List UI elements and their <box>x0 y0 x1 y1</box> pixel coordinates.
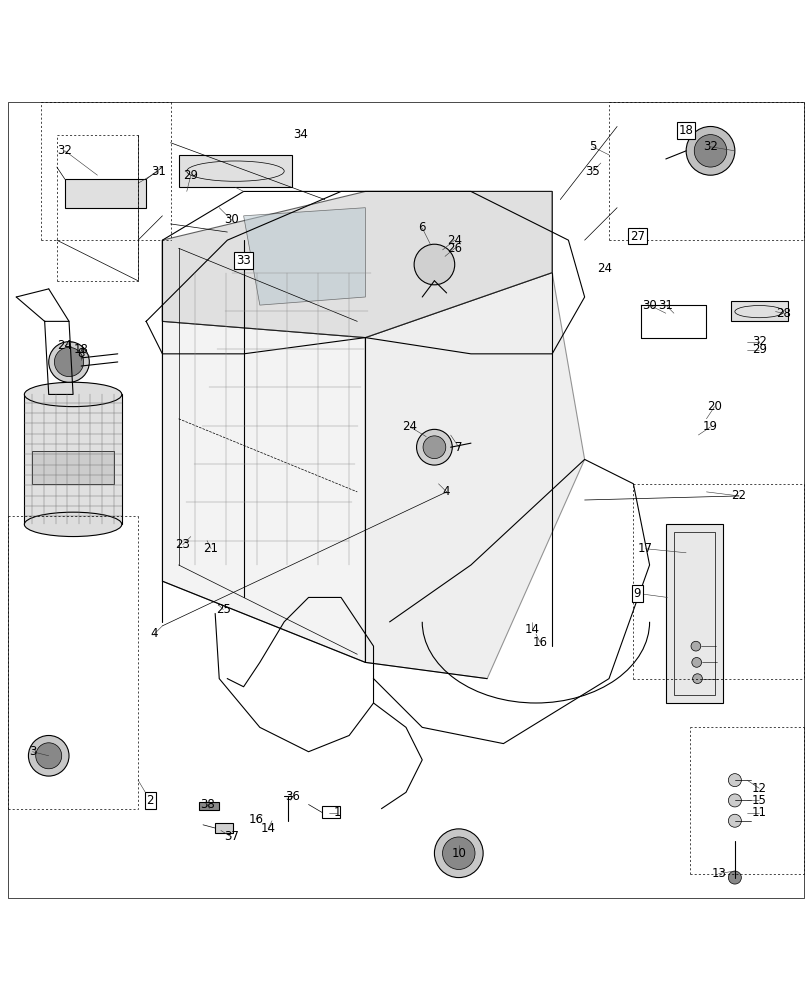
Text: 7: 7 <box>454 441 462 454</box>
Text: 30: 30 <box>642 299 656 312</box>
Circle shape <box>727 814 740 827</box>
Text: 1: 1 <box>333 806 341 819</box>
Bar <box>322 806 340 818</box>
Circle shape <box>442 837 474 869</box>
Text: 17: 17 <box>637 542 652 555</box>
Circle shape <box>434 829 483 878</box>
Text: 29: 29 <box>183 169 198 182</box>
Text: 23: 23 <box>175 538 190 551</box>
Text: 24: 24 <box>402 420 417 433</box>
Bar <box>730 301 787 321</box>
Circle shape <box>690 641 700 651</box>
Circle shape <box>727 774 740 787</box>
Text: 5: 5 <box>588 140 596 153</box>
Bar <box>215 823 233 833</box>
Text: 22: 22 <box>731 489 745 502</box>
Text: 18: 18 <box>678 124 693 137</box>
Text: 25: 25 <box>216 603 230 616</box>
Text: 16: 16 <box>532 636 547 649</box>
Bar <box>673 532 714 695</box>
Circle shape <box>28 735 69 776</box>
Text: 24: 24 <box>447 234 461 247</box>
Text: 3: 3 <box>28 745 36 758</box>
Text: 38: 38 <box>200 798 214 811</box>
Ellipse shape <box>24 512 122 537</box>
Text: 31: 31 <box>658 299 672 312</box>
Text: 32: 32 <box>751 335 766 348</box>
Text: 14: 14 <box>524 623 539 636</box>
Text: 27: 27 <box>629 230 644 243</box>
Text: 10: 10 <box>451 847 466 860</box>
Circle shape <box>691 658 701 667</box>
Text: 35: 35 <box>585 165 599 178</box>
Text: 24: 24 <box>58 339 72 352</box>
Text: 20: 20 <box>706 400 721 413</box>
Text: 34: 34 <box>293 128 307 141</box>
Text: 12: 12 <box>751 782 766 795</box>
Circle shape <box>692 674 702 684</box>
Circle shape <box>36 743 62 769</box>
Circle shape <box>727 871 740 884</box>
Text: 29: 29 <box>751 343 766 356</box>
Text: 37: 37 <box>224 830 238 843</box>
Text: 32: 32 <box>58 144 72 157</box>
Circle shape <box>54 347 84 377</box>
Text: 4: 4 <box>442 485 450 498</box>
Bar <box>178 155 292 187</box>
Text: 16: 16 <box>248 813 263 826</box>
Ellipse shape <box>24 382 122 407</box>
Text: 6: 6 <box>418 221 426 234</box>
Text: 36: 36 <box>285 790 299 803</box>
Text: 18: 18 <box>74 343 88 356</box>
Text: 8: 8 <box>77 347 85 360</box>
Bar <box>32 451 114 484</box>
Text: 14: 14 <box>260 822 275 835</box>
Text: 4: 4 <box>150 627 158 640</box>
Bar <box>65 179 146 208</box>
Text: 24: 24 <box>597 262 611 275</box>
Bar <box>199 802 219 810</box>
Circle shape <box>693 135 726 167</box>
Circle shape <box>685 126 734 175</box>
Circle shape <box>727 794 740 807</box>
Text: 2: 2 <box>146 794 154 807</box>
Circle shape <box>49 342 89 382</box>
Polygon shape <box>162 191 551 338</box>
Text: 9: 9 <box>633 587 641 600</box>
Text: 31: 31 <box>151 165 165 178</box>
Text: 26: 26 <box>447 242 461 255</box>
Polygon shape <box>243 208 365 305</box>
Bar <box>24 394 122 524</box>
Text: 15: 15 <box>751 794 766 807</box>
Bar <box>665 524 722 703</box>
Text: 30: 30 <box>224 213 238 226</box>
Text: 21: 21 <box>204 542 218 555</box>
Text: 11: 11 <box>751 806 766 819</box>
Polygon shape <box>365 273 584 679</box>
Circle shape <box>414 244 454 285</box>
Circle shape <box>416 429 452 465</box>
Text: 33: 33 <box>236 254 251 267</box>
Text: 28: 28 <box>775 307 790 320</box>
Text: 19: 19 <box>702 420 717 433</box>
Text: 13: 13 <box>710 867 725 880</box>
Circle shape <box>423 436 445 459</box>
Polygon shape <box>162 321 365 662</box>
Text: 32: 32 <box>702 140 717 153</box>
